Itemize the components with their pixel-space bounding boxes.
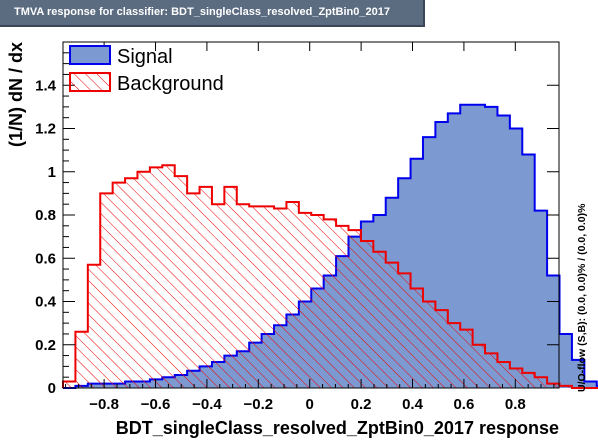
background-bin: [460, 330, 472, 388]
background-bin: [423, 302, 435, 389]
background-bin: [398, 273, 410, 388]
x-tick-label: −0.2: [244, 396, 274, 413]
x-tick-label: −0.4: [192, 396, 222, 413]
background-bin: [299, 213, 311, 388]
x-tick-label: 0.8: [505, 396, 526, 413]
background-bin: [473, 345, 485, 388]
signal-bin: [510, 129, 522, 389]
background-bin: [75, 332, 87, 388]
background-bin: [237, 204, 249, 388]
background-bin: [113, 183, 125, 388]
y-tick-label: 0: [48, 380, 56, 397]
background-bin: [274, 209, 286, 388]
background-bin: [386, 263, 398, 388]
legend-background-swatch: [69, 72, 111, 92]
background-bin: [448, 323, 460, 388]
background-bin: [212, 204, 224, 388]
background-bin: [100, 193, 112, 388]
signal-bin: [547, 276, 559, 388]
y-tick-label: 0.2: [35, 337, 56, 354]
background-bin: [175, 176, 187, 388]
overflow-note: U/O-flow (S,B): (0.0, 0.0)% / (0.0, 0.0)…: [576, 203, 588, 392]
background-bin: [348, 230, 360, 388]
background-bin: [137, 172, 149, 388]
y-tick-label: 0.4: [35, 294, 57, 311]
background-bin: [200, 187, 212, 388]
background-bin: [286, 202, 298, 388]
background-bin: [249, 206, 261, 388]
chart-title: TMVA response for classifier: BDT_single…: [14, 6, 390, 18]
signal-bin: [560, 334, 572, 388]
background-outline: [62, 164, 598, 389]
signal-bin: [535, 211, 547, 388]
signal-bin: [497, 116, 509, 388]
legend-signal-label: Signal: [117, 46, 173, 68]
background-bin: [336, 226, 348, 388]
y-tick-label: 0.6: [35, 250, 56, 267]
background-bin: [262, 206, 274, 388]
background-bin: [162, 165, 174, 388]
y-tick-label: 1: [48, 164, 56, 181]
background-bin: [150, 167, 162, 388]
signal-fill: [63, 104, 598, 388]
background-bin: [88, 265, 100, 388]
background-bin: [435, 310, 447, 388]
signal-bin: [485, 107, 497, 388]
background-hatch-fill: [63, 165, 598, 388]
x-tick-label: 0.2: [351, 396, 372, 413]
background-bin: [324, 219, 336, 388]
y-axis-label: (1/N) dN / dx: [6, 42, 26, 147]
x-tick-label: 0.4: [402, 396, 424, 413]
x-tick-label: 0.6: [453, 396, 474, 413]
legend-background-label: Background: [117, 73, 224, 95]
y-tick-label: 0.8: [35, 207, 56, 224]
legend-signal-swatch: [69, 45, 111, 65]
background-bin: [485, 353, 497, 388]
x-tick-label: 0: [306, 396, 314, 413]
background-bin: [510, 369, 522, 388]
background-bin: [187, 193, 199, 388]
background-bin: [224, 187, 236, 388]
chart-title-box: TMVA response for classifier: BDT_single…: [0, 0, 425, 27]
signal-bin: [522, 154, 534, 388]
background-bin: [125, 178, 137, 388]
y-tick-label: 1.2: [35, 121, 56, 138]
x-tick-label: −0.8: [89, 396, 119, 413]
background-bin: [361, 241, 373, 388]
background-bin: [497, 362, 509, 388]
x-axis-label: BDT_singleClass_resolved_ZptBin0_2017 re…: [116, 418, 559, 438]
background-bin: [311, 215, 323, 388]
y-tick-label: 1.4: [35, 77, 57, 94]
background-bin: [373, 252, 385, 388]
x-tick-label: −0.6: [141, 396, 171, 413]
background-bin: [411, 289, 423, 388]
